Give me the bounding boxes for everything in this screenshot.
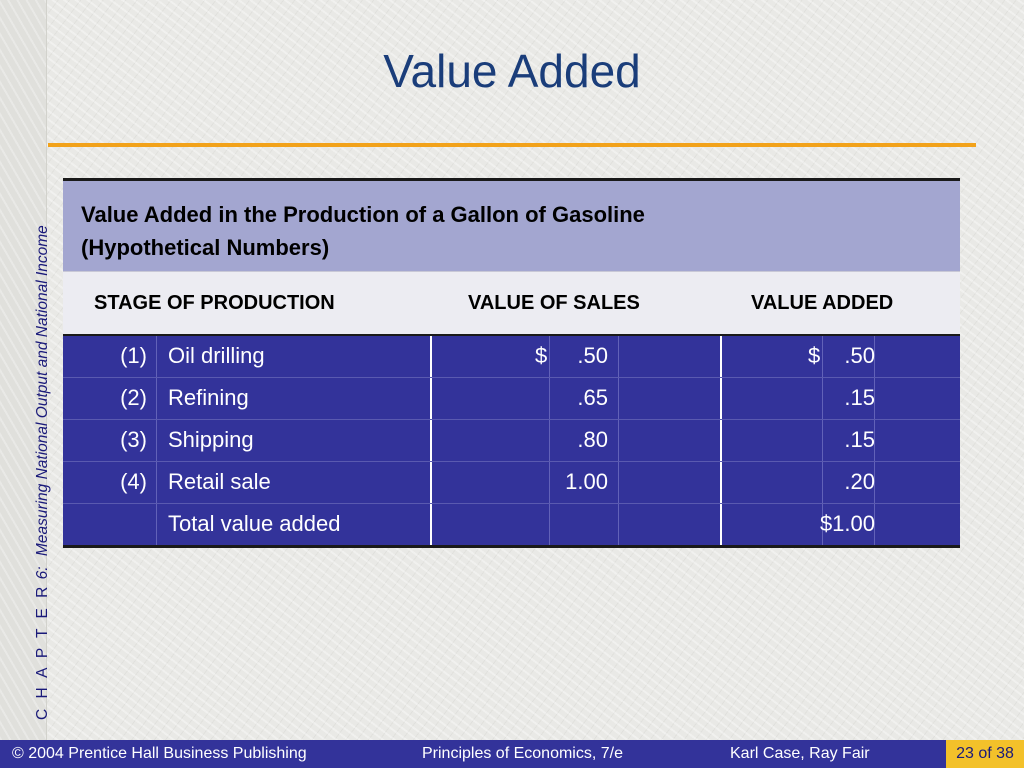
- footer-authors: Karl Case, Ray Fair: [730, 745, 870, 762]
- column-divider: [720, 336, 722, 545]
- sales-value: 1.00: [565, 469, 608, 494]
- column-divider: [618, 336, 619, 545]
- table-row: (1) Oil drilling $ .50 $ .50: [63, 336, 960, 378]
- stage-number: (4): [120, 469, 147, 494]
- sales-value: .65: [577, 385, 608, 410]
- table-row-total: Total value added $1.00: [63, 504, 960, 545]
- stage-label: Refining: [168, 385, 249, 410]
- added-value: .50: [844, 343, 875, 368]
- caption-line-2: (Hypothetical Numbers): [81, 235, 330, 260]
- stage-label: Total value added: [168, 511, 341, 536]
- table-row: (4) Retail sale 1.00 .20: [63, 462, 960, 504]
- slide-footer: © 2004 Prentice Hall Business Publishing…: [0, 740, 1024, 768]
- sales-value: .80: [577, 427, 608, 452]
- title-divider: [48, 143, 976, 147]
- header-stage: STAGE OF PRODUCTION: [94, 292, 335, 314]
- column-divider: [874, 336, 875, 545]
- chapter-subtitle: Measuring National Output and National I…: [34, 225, 51, 557]
- table-row: (2) Refining .65 .15: [63, 378, 960, 420]
- slide-title: Value Added: [383, 45, 641, 97]
- added-value: .15: [844, 385, 875, 410]
- column-divider: [822, 336, 823, 545]
- stage-number: (1): [120, 343, 147, 368]
- added-value: .20: [844, 469, 875, 494]
- column-divider: [430, 336, 432, 545]
- table-body: (1) Oil drilling $ .50 $ .50 (2) Refinin…: [63, 336, 960, 545]
- table-row: (3) Shipping .80 .15: [63, 420, 960, 462]
- chapter-number: 6:: [34, 566, 51, 580]
- added-currency: $: [808, 343, 821, 368]
- sales-value: .50: [577, 343, 608, 368]
- stage-label: Retail sale: [168, 469, 271, 494]
- header-sales: VALUE OF SALES: [468, 292, 640, 314]
- table-caption: Value Added in the Production of a Gallo…: [63, 181, 960, 271]
- table-header-row: STAGE OF PRODUCTION VALUE OF SALES VALUE…: [63, 271, 960, 336]
- page-number-badge: 23 of 38: [946, 740, 1024, 768]
- footer-book-title: Principles of Economics, 7/e: [422, 745, 623, 762]
- column-divider: [156, 336, 157, 545]
- added-value: .15: [844, 427, 875, 452]
- column-divider: [549, 336, 550, 545]
- chapter-label: C H A P T E R 6: Measuring National Outp…: [34, 225, 52, 720]
- stage-number: (2): [120, 385, 147, 410]
- chapter-sidebar: C H A P T E R 6: Measuring National Outp…: [0, 0, 51, 740]
- caption-line-1: Value Added in the Production of a Gallo…: [81, 202, 645, 227]
- header-added: VALUE ADDED: [751, 292, 894, 314]
- value-added-table: Value Added in the Production of a Gallo…: [63, 178, 960, 548]
- chapter-word: C H A P T E R: [34, 583, 51, 720]
- sales-currency: $: [535, 343, 548, 368]
- footer-copyright: © 2004 Prentice Hall Business Publishing: [12, 745, 307, 762]
- stage-number: (3): [120, 427, 147, 452]
- stage-label: Oil drilling: [168, 343, 265, 368]
- total-value-added: $1.00: [819, 511, 875, 536]
- stage-label: Shipping: [168, 427, 254, 452]
